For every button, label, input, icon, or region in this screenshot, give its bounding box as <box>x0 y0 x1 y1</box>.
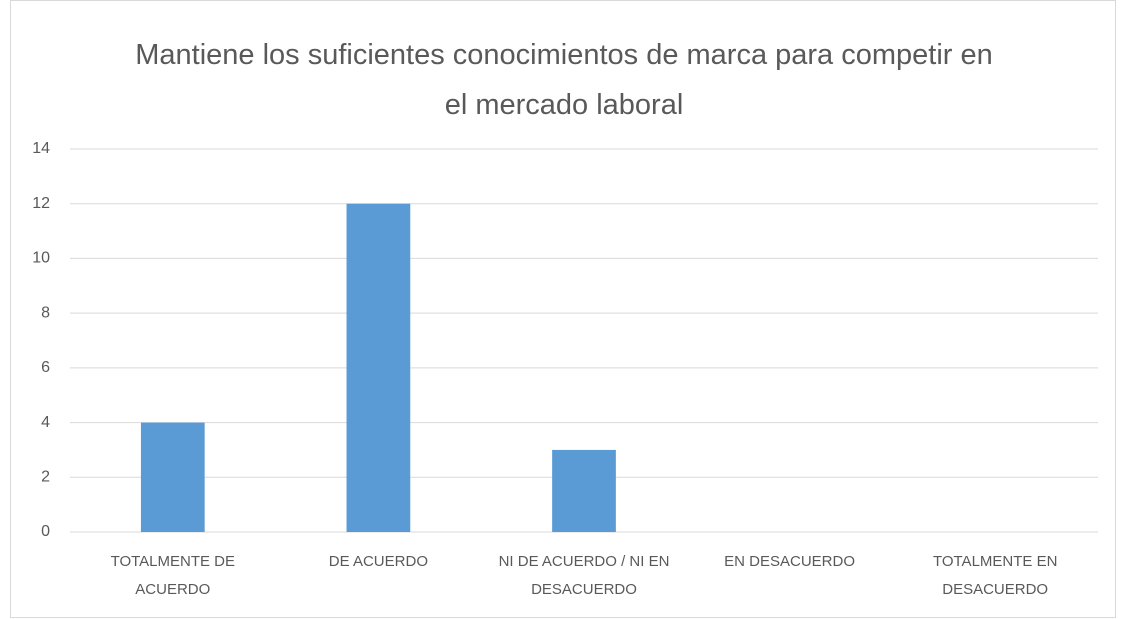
bar <box>346 203 411 532</box>
x-tick-label: TOTALMENTE EN DESACUERDO <box>932 553 1058 598</box>
x-tick-label: EN DESACUERDO <box>724 553 856 570</box>
y-tick-label: 2 <box>41 469 50 486</box>
y-tick-label: 12 <box>32 195 50 212</box>
y-tick-label: 8 <box>41 304 50 321</box>
bar <box>140 422 205 532</box>
y-tick-label: 0 <box>41 523 50 540</box>
y-tick-label: 4 <box>41 414 50 431</box>
y-tick-label: 14 <box>32 140 50 157</box>
x-tick-label: DE ACUERDO <box>328 553 428 570</box>
x-tick-label: TOTALMENTE DE ACUERDO <box>110 553 236 598</box>
x-tick-label: NI DE ACUERDO / NI EN DESACUERDO <box>498 553 670 598</box>
chart-title: Mantiene los suficientes conocimientos d… <box>135 39 993 121</box>
chart-border <box>10 0 1116 618</box>
y-tick-label: 6 <box>41 359 50 376</box>
y-tick-label: 10 <box>32 250 50 267</box>
bar <box>552 449 616 532</box>
